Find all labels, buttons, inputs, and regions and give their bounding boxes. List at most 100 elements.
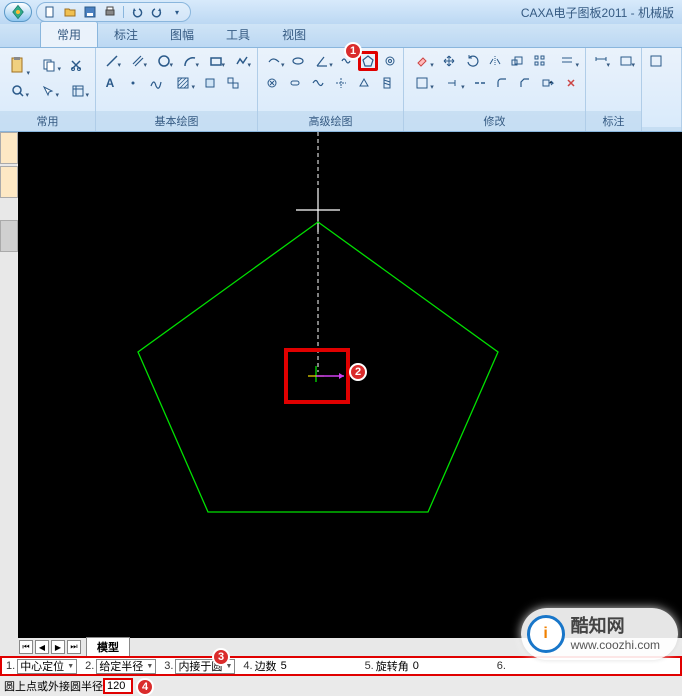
ribbon-label-basic: 基本绘图 xyxy=(96,111,257,131)
explode-button[interactable] xyxy=(561,73,581,93)
tab-view[interactable]: 视图 xyxy=(266,22,322,47)
save-icon[interactable] xyxy=(83,5,97,19)
tab-sheet[interactable]: 图幅 xyxy=(154,22,210,47)
circle-button[interactable] xyxy=(152,51,175,71)
ellipse-button[interactable] xyxy=(290,51,308,71)
break-button[interactable] xyxy=(470,73,490,93)
parallel-button[interactable] xyxy=(126,51,149,71)
ribbon-label-modify: 修改 xyxy=(404,111,585,131)
ribbon-group-advanced-draw: 高级绘图 xyxy=(258,48,404,131)
symbol-button[interactable] xyxy=(354,73,374,93)
scale-button[interactable] xyxy=(507,51,527,71)
drawing-canvas-wrap: ⏮ ◀ ▶ ⏭ 模型 xyxy=(18,132,682,656)
quick-access-toolbar: ▾ xyxy=(36,2,191,22)
prompt-label: 圆上点或外接圆半径 xyxy=(4,678,103,694)
rotate-button[interactable] xyxy=(462,51,482,71)
window-title: CAXA电子图板2011 - 机械版 xyxy=(191,4,678,21)
paste-button[interactable] xyxy=(4,51,32,79)
param-6: 6. xyxy=(493,660,512,672)
ribbon-label-dim: 标注 xyxy=(586,111,641,131)
print-icon[interactable] xyxy=(103,5,117,19)
tab-next-button[interactable]: ▶ xyxy=(51,640,65,654)
param-1: 1. 中心定位 xyxy=(2,659,81,674)
copy-button[interactable] xyxy=(35,55,63,75)
ribbon-group-basic-draw: A 基本绘图 xyxy=(96,48,258,131)
new-icon[interactable] xyxy=(43,5,57,19)
hole-button[interactable] xyxy=(262,73,282,93)
qat-separator xyxy=(123,6,124,18)
trim-button[interactable] xyxy=(408,73,436,93)
sidebar-btn-3[interactable] xyxy=(0,220,18,252)
param-1-dropdown[interactable]: 中心定位 xyxy=(17,659,77,674)
app-menu-button[interactable] xyxy=(4,2,32,22)
drawing-canvas[interactable] xyxy=(18,132,682,656)
polyline-button[interactable] xyxy=(230,51,253,71)
mirror-button[interactable] xyxy=(485,51,505,71)
dim-linear-button[interactable] xyxy=(590,51,612,71)
angle-button[interactable] xyxy=(310,51,335,71)
param-5-value[interactable]: 0 xyxy=(409,660,449,672)
watermark: i 酷知网 www.coozhi.com xyxy=(521,608,678,660)
hatch-button[interactable] xyxy=(169,73,197,93)
extend-button[interactable] xyxy=(439,73,467,93)
dim-style-button[interactable] xyxy=(615,51,637,71)
param-4-value[interactable]: 5 xyxy=(277,660,317,672)
tab-common[interactable]: 常用 xyxy=(40,21,98,47)
tab-annotate[interactable]: 标注 xyxy=(98,22,154,47)
ribbon-group-common: 常用 xyxy=(0,48,96,131)
find-button[interactable] xyxy=(4,81,31,101)
tab-first-button[interactable]: ⏮ xyxy=(19,640,33,654)
undo-icon[interactable] xyxy=(130,5,144,19)
annotation-3: 3 xyxy=(212,648,230,666)
annotation-2: 2 xyxy=(349,363,367,381)
stretch-button[interactable] xyxy=(538,73,558,93)
qat-dropdown-icon[interactable]: ▾ xyxy=(170,5,184,19)
tab-tools[interactable]: 工具 xyxy=(210,22,266,47)
sidebar-btn-2[interactable] xyxy=(0,166,18,198)
move-button[interactable] xyxy=(439,51,459,71)
prompt-input[interactable]: 120 xyxy=(103,678,133,694)
title-bar: ▾ CAXA电子图板2011 - 机械版 xyxy=(0,0,682,24)
block-button[interactable] xyxy=(223,73,243,93)
cut-button[interactable] xyxy=(66,55,86,75)
watermark-cn: 酷知网 xyxy=(571,616,660,638)
array-button[interactable] xyxy=(530,51,550,71)
tab-prev-button[interactable]: ◀ xyxy=(35,640,49,654)
param-2: 2. 给定半径 xyxy=(81,659,160,674)
arc-button[interactable] xyxy=(178,51,201,71)
ribbon-group-dim: 标注 xyxy=(586,48,642,131)
rect-button[interactable] xyxy=(204,51,227,71)
param-2-dropdown[interactable]: 给定半径 xyxy=(96,659,156,674)
properties-button[interactable] xyxy=(64,81,91,101)
spline2-button[interactable] xyxy=(262,51,287,71)
tab-last-button[interactable]: ⏭ xyxy=(67,640,81,654)
ribbon-group-extra xyxy=(642,48,682,131)
param-4: 4. 边数 5 xyxy=(239,658,320,674)
app-logo-icon xyxy=(10,4,26,20)
ribbon-label-extra xyxy=(642,127,681,131)
extra-button[interactable] xyxy=(646,51,666,71)
thread-button[interactable] xyxy=(377,73,397,93)
sidebar-btn-1[interactable] xyxy=(0,132,18,164)
work-area: ⏮ ◀ ▶ ⏭ 模型 xyxy=(0,132,682,656)
slot-button[interactable] xyxy=(285,73,305,93)
chamfer-button[interactable] xyxy=(515,73,535,93)
watermark-url: www.coozhi.com xyxy=(571,638,660,652)
erase-button[interactable] xyxy=(408,51,436,71)
redo-icon[interactable] xyxy=(150,5,164,19)
line-button[interactable] xyxy=(100,51,123,71)
gear-button[interactable] xyxy=(381,51,399,71)
select-button[interactable] xyxy=(34,81,61,101)
offset-button[interactable] xyxy=(553,51,581,71)
point-button[interactable] xyxy=(123,73,143,93)
region-button[interactable] xyxy=(200,73,220,93)
centerline-button[interactable] xyxy=(331,73,351,93)
open-icon[interactable] xyxy=(63,5,77,19)
fillet-button[interactable] xyxy=(493,73,513,93)
model-tab[interactable]: 模型 xyxy=(86,637,130,657)
ribbon-label-common: 常用 xyxy=(0,111,95,131)
wave2-button[interactable] xyxy=(308,73,328,93)
spline-button[interactable] xyxy=(146,73,166,93)
text-button[interactable]: A xyxy=(100,73,120,93)
ribbon-group-modify: 修改 xyxy=(404,48,586,131)
